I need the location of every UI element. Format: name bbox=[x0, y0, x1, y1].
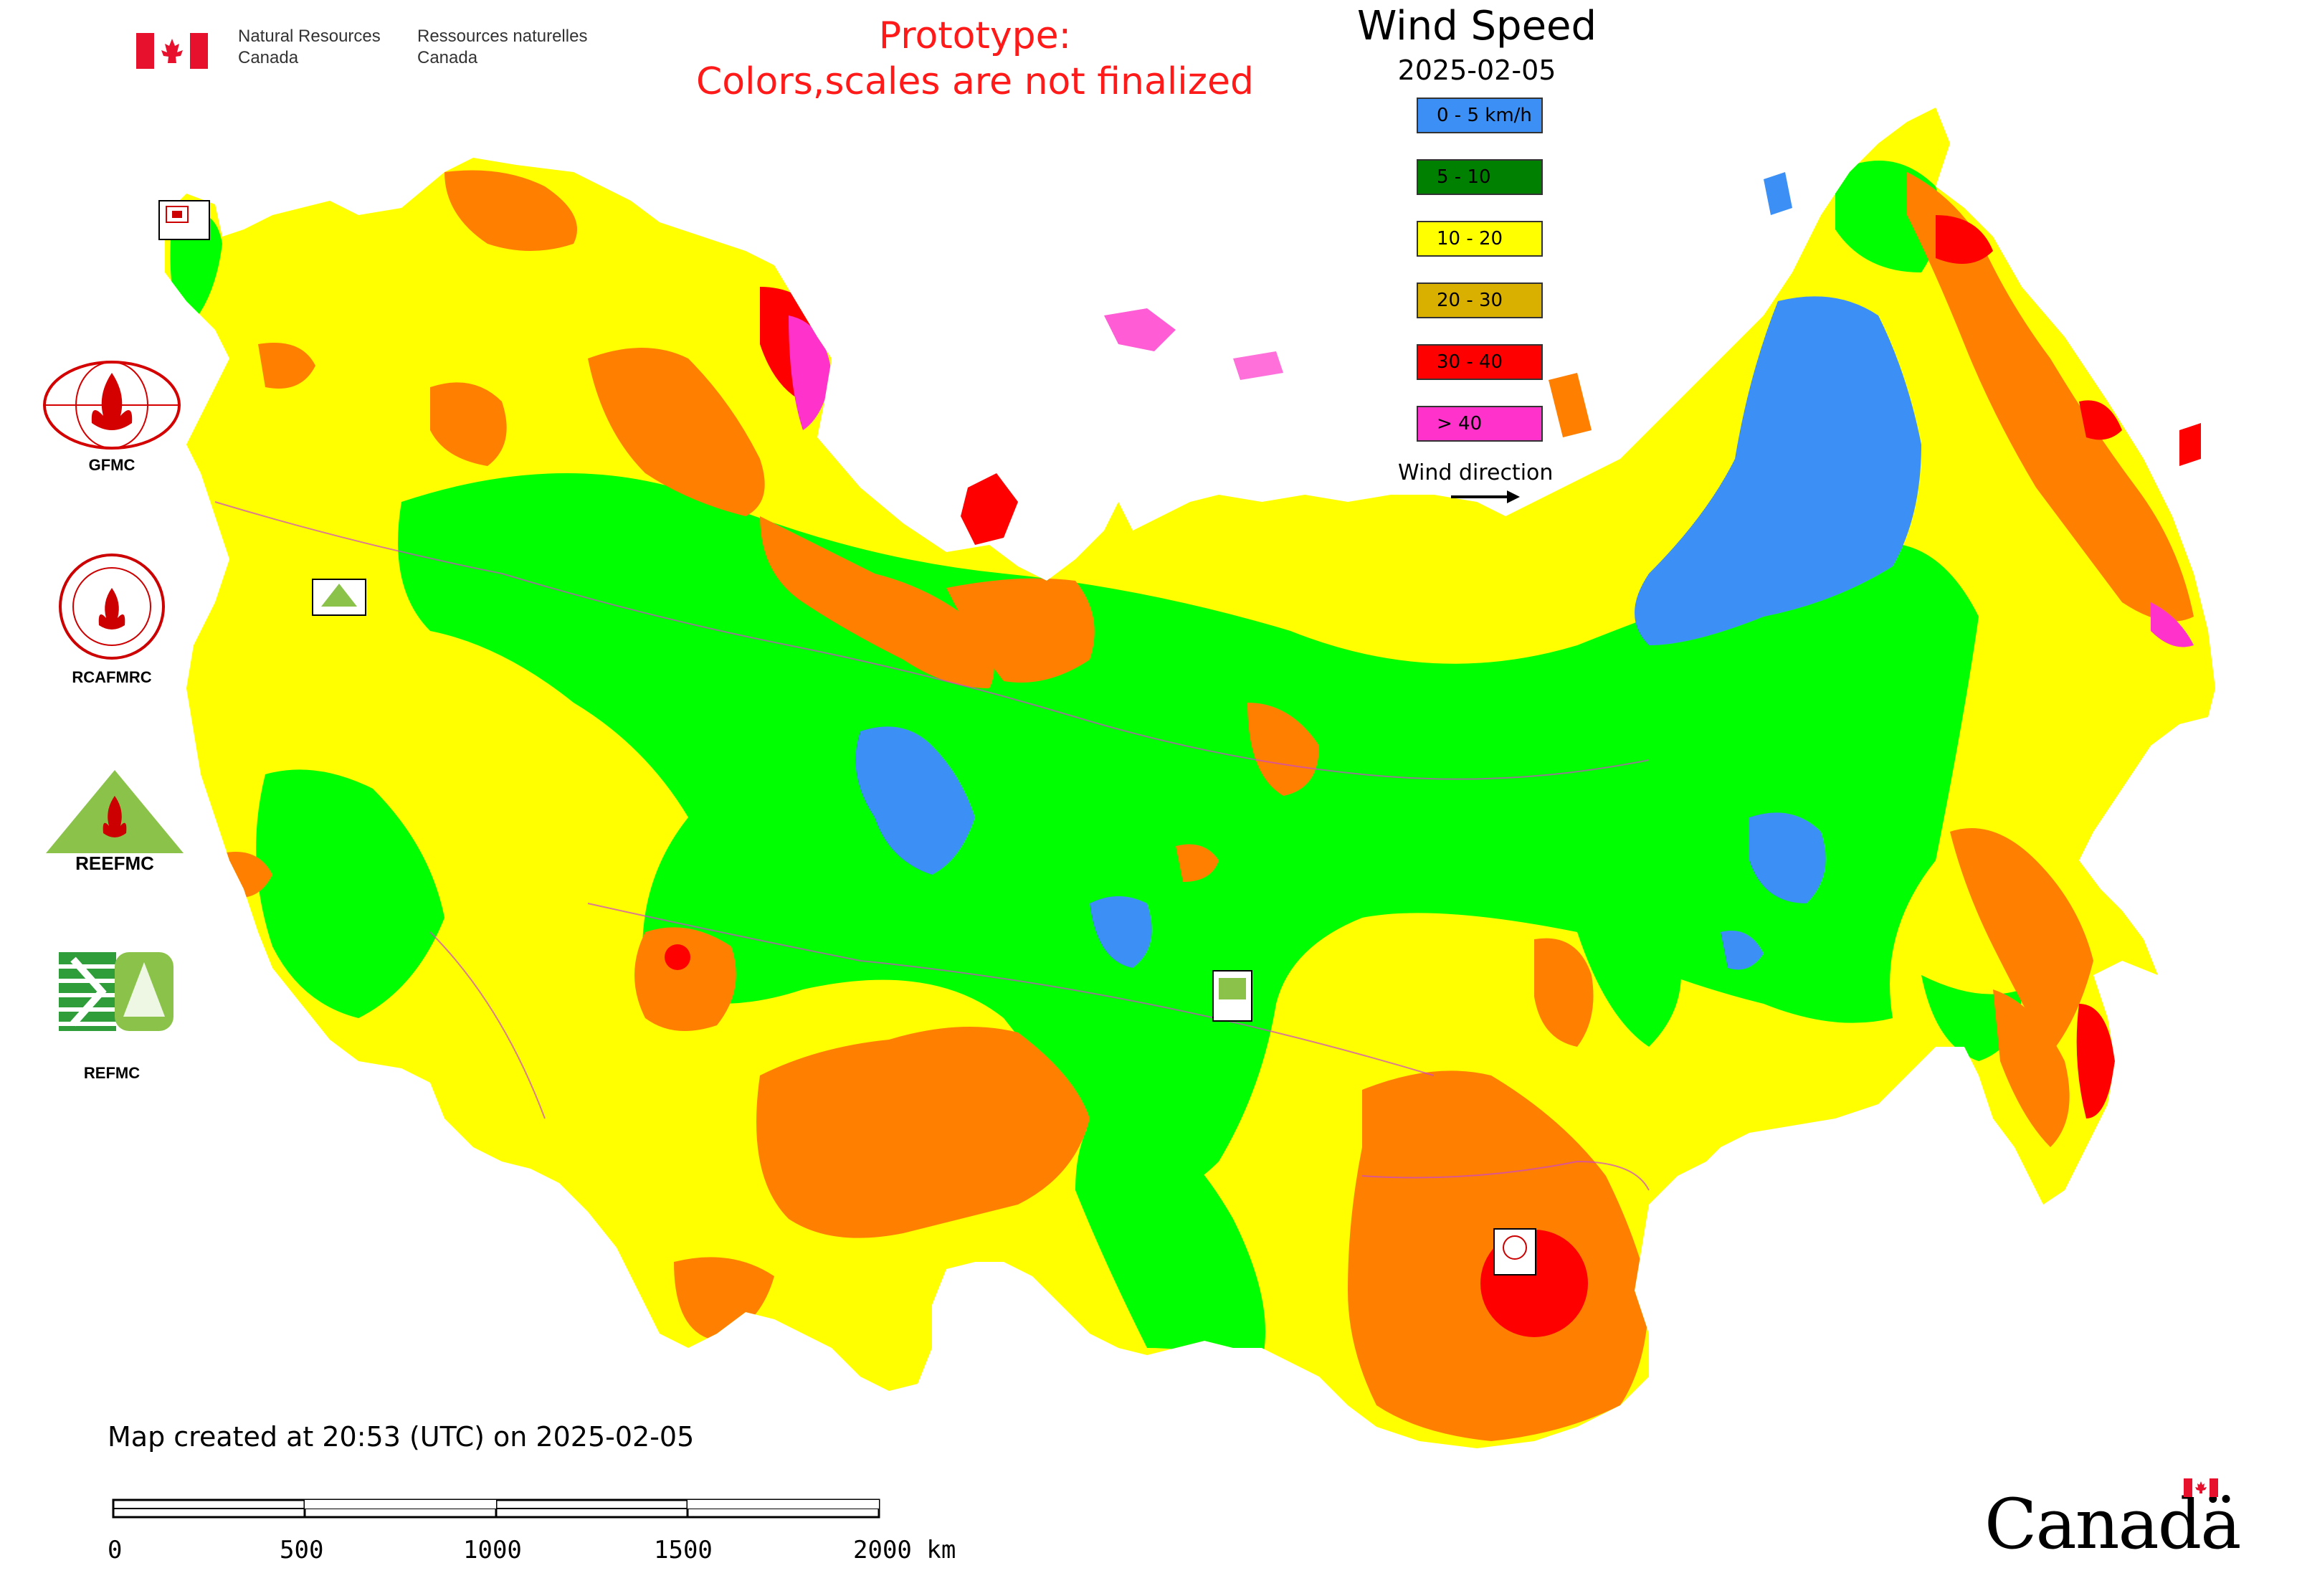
org-name-fr-line1: Ressources naturelles bbox=[417, 27, 588, 46]
org-name-fr-line2: Canada bbox=[417, 48, 478, 67]
wordmark-flag-icon bbox=[2184, 1478, 2218, 1497]
reefmc-logo-icon: REEFMC bbox=[40, 770, 189, 874]
prototype-warning-line2: Colors,scales are not finalized bbox=[695, 60, 1255, 103]
scale-label-0: 0 bbox=[108, 1536, 123, 1564]
refmc-marker-icon bbox=[1212, 970, 1252, 1022]
nrcan-header: Natural Resources Canada Ressources natu… bbox=[136, 26, 609, 76]
legend-swatch-0-5: 0 - 5 km/h bbox=[1417, 98, 1543, 133]
canada-wordmark: Canadä bbox=[1984, 1484, 2241, 1564]
scale-label-500: 500 bbox=[280, 1536, 324, 1564]
refmc-logo-label: REFMC bbox=[83, 1064, 141, 1082]
scale-label-2000: 2000 km bbox=[853, 1536, 956, 1564]
legend-swatch-30-40: 30 - 40 bbox=[1417, 344, 1543, 380]
scale-label-1000: 1000 bbox=[463, 1536, 522, 1564]
scale-label-1500: 1500 bbox=[654, 1536, 713, 1564]
legend-date: 2025-02-05 bbox=[1397, 54, 1556, 86]
prototype-warning-line1: Prototype: bbox=[878, 14, 1072, 57]
reefmc-marker-icon bbox=[312, 579, 366, 616]
legend-swatch-10-20: 10 - 20 bbox=[1417, 221, 1543, 257]
map-created-timestamp: Map created at 20:53 (UTC) on 2025-02-05 bbox=[108, 1421, 695, 1453]
scale-bar: 0 500 1000 1500 2000 km bbox=[108, 1498, 968, 1585]
svg-text:REEFMC: REEFMC bbox=[75, 852, 154, 874]
canada-flag-icon bbox=[136, 33, 208, 69]
rcafmrc-logo-label: RCAFMRC bbox=[72, 668, 152, 686]
org-name-en-line2: Canada bbox=[238, 48, 299, 67]
arrow-right-icon bbox=[1451, 490, 1520, 503]
legend-title: Wind Speed bbox=[1356, 3, 1597, 49]
legend-swatch-5-10: 5 - 10 bbox=[1417, 159, 1543, 195]
legend-swatch-over-40: > 40 bbox=[1417, 406, 1543, 442]
rcafmrc-logo-icon bbox=[59, 554, 165, 660]
gfmc-logo-label: GFMC bbox=[88, 456, 135, 474]
gfmc-marker-icon bbox=[158, 200, 210, 240]
legend-swatch-20-30: 20 - 30 bbox=[1417, 282, 1543, 318]
wind-direction-label: Wind direction bbox=[1398, 460, 1554, 485]
gfmc-logo-icon bbox=[43, 361, 181, 450]
rcafmrc-marker-icon bbox=[1493, 1228, 1536, 1276]
refmc-logo-icon bbox=[59, 952, 173, 1031]
org-name-en-line1: Natural Resources bbox=[238, 27, 381, 46]
